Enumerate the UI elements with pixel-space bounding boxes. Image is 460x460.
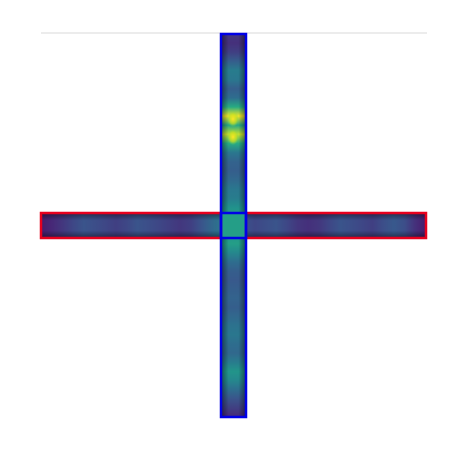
junction-fill [221, 213, 246, 238]
vertical-arm-hotspot-upper [227, 111, 239, 127]
vertical-arm-hotspot-lower [227, 129, 239, 145]
junction-box [219, 211, 248, 240]
